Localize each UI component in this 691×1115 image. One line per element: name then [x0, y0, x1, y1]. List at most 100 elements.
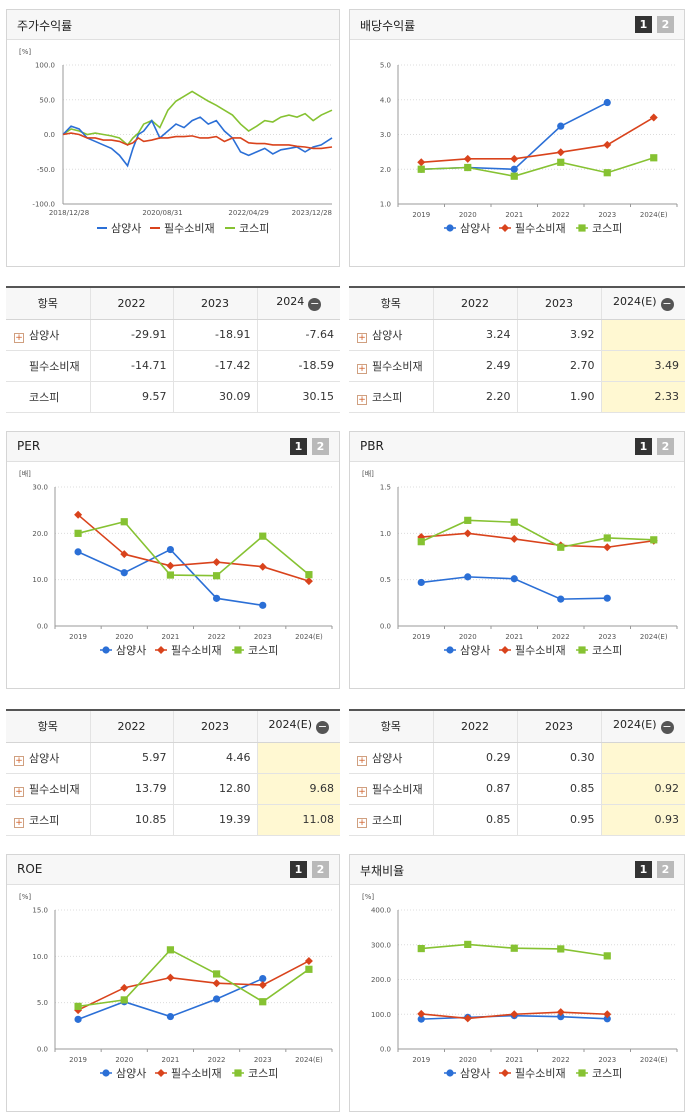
column-header: 2023	[516, 287, 601, 320]
series-line-3	[421, 157, 654, 178]
page-2-button[interactable]: 2	[657, 861, 674, 878]
x-tick-label: 2018/12/28	[49, 209, 89, 217]
column-header: 2023	[516, 710, 601, 743]
data-point	[120, 550, 129, 559]
page-1-button[interactable]: 1	[635, 16, 652, 33]
pager: 1 2	[635, 16, 674, 33]
data-point	[463, 154, 472, 163]
data-point	[603, 594, 611, 602]
panel-title: 부채비율	[360, 864, 405, 878]
y-tick-label: 3.0	[380, 131, 391, 139]
data-point	[510, 518, 518, 526]
data-point	[74, 1002, 82, 1010]
data-point	[259, 998, 267, 1006]
minus-circle-icon[interactable]: −	[316, 720, 330, 735]
plus-box-icon[interactable]: +	[357, 394, 367, 405]
value-cell: 0.30	[516, 742, 601, 774]
y-tick-label: 0.5	[380, 576, 391, 584]
legend-label-2: 필수소비재	[171, 1067, 222, 1080]
minus-circle-icon[interactable]: −	[660, 297, 674, 312]
panel-title: PER	[17, 439, 41, 453]
data-point	[603, 169, 611, 177]
x-tick-label: 2024(E)	[295, 633, 323, 641]
page-1-button[interactable]: 1	[290, 438, 307, 455]
column-header-label: 2024	[276, 295, 305, 309]
legend-marker-3	[578, 646, 586, 654]
legend-marker-1	[102, 646, 110, 654]
data-point	[166, 571, 175, 579]
data-point	[464, 163, 472, 172]
plus-box-icon[interactable]: +	[357, 755, 367, 766]
page-1-button[interactable]: 1	[635, 861, 652, 878]
data-point	[510, 944, 518, 952]
data-point	[212, 970, 221, 978]
legend-marker-3	[234, 1069, 242, 1077]
x-tick-label: 2021	[162, 1056, 180, 1064]
x-tick-label: 2022	[552, 633, 570, 641]
data-point	[417, 944, 425, 953]
value-cell: -18.59	[256, 350, 340, 382]
table-row: + 필수소비재 2.49 2.70 3.49	[349, 350, 685, 382]
legend-marker-3	[578, 224, 586, 232]
legend-label-3: 코스피	[592, 1067, 622, 1080]
value-cell: 3.24	[432, 319, 517, 351]
page-1-button[interactable]: 1	[635, 438, 652, 455]
x-tick-label: 2022	[552, 1056, 570, 1064]
legend-marker-1	[102, 1069, 110, 1077]
page-2-button[interactable]: 2	[657, 438, 674, 455]
pager: 1 2	[290, 861, 329, 878]
page-2-button[interactable]: 2	[312, 438, 329, 455]
value-cell: 3.92	[516, 319, 601, 351]
data-point	[74, 548, 82, 556]
value-cell: 5.97	[89, 742, 173, 774]
y-tick-label: 15.0	[32, 907, 48, 915]
axis-unit: [%]	[19, 893, 31, 901]
data-point	[463, 1014, 472, 1023]
x-tick-label: 2020	[115, 633, 133, 641]
data-point	[557, 122, 565, 130]
plus-box-icon[interactable]: +	[357, 363, 367, 374]
y-tick-label: 300.0	[371, 941, 391, 949]
page-2-button[interactable]: 2	[312, 861, 329, 878]
legend-marker-3	[578, 1069, 586, 1077]
page-2-button[interactable]: 2	[657, 16, 674, 33]
data-point	[557, 595, 565, 603]
legend-label-2: 필수소비재	[171, 644, 222, 657]
plus-box-icon[interactable]: +	[357, 332, 367, 343]
panel-header: PER 1 2	[7, 432, 339, 462]
panel-title: ROE	[17, 862, 43, 876]
value-cell: 0.93	[600, 804, 685, 836]
column-header-label: 2023	[545, 296, 573, 310]
data-point	[74, 510, 83, 519]
row-label: 필수소비재	[29, 782, 80, 796]
plus-box-icon[interactable]: +	[14, 332, 24, 343]
x-tick-label: 2022	[552, 211, 570, 219]
row-label-cell: 코스피	[6, 381, 90, 413]
minus-circle-icon[interactable]: −	[308, 297, 322, 312]
y-tick-label: 0.0	[380, 1046, 391, 1054]
stock-return-panel: 주가수익률 [%] 100.0 50.0 0.0 -50.0 -100.0 2018/12/…	[6, 9, 340, 267]
plus-box-icon[interactable]: +	[357, 817, 367, 828]
data-point	[212, 995, 221, 1003]
data-point	[417, 165, 425, 173]
dividend-yield-table: 항목 2022 2023 2024(E) − + 삼양사 3.24 3.92 + 필수소비재 2.49…	[349, 286, 685, 413]
plus-box-icon[interactable]: +	[14, 786, 24, 797]
page-1-button[interactable]: 1	[290, 861, 307, 878]
column-header-label: 2023	[201, 719, 229, 733]
panel-title: 주가수익률	[17, 19, 73, 33]
row-label-cell: + 필수소비재	[349, 773, 433, 805]
table-row: 코스피 9.57 30.09 30.15	[6, 381, 340, 413]
legend-label-2: 필수소비재	[515, 644, 566, 657]
plus-box-icon[interactable]: +	[14, 755, 24, 766]
value-cell: -29.91	[89, 319, 173, 351]
plus-box-icon[interactable]: +	[14, 817, 24, 828]
table-row: + 삼양사 0.29 0.30	[349, 742, 685, 774]
per-table: 항목 2022 2023 2024(E) − + 삼양사 5.97 4.46 + 필수소비재 13.7…	[6, 709, 340, 836]
plus-box-icon[interactable]: +	[357, 786, 367, 797]
x-tick-label: 2019	[69, 633, 87, 641]
x-tick-label: 2023	[598, 211, 616, 219]
data-point	[417, 1009, 426, 1018]
row-label-cell: + 필수소비재	[349, 350, 433, 382]
data-point	[259, 974, 267, 983]
minus-circle-icon[interactable]: −	[660, 720, 674, 735]
